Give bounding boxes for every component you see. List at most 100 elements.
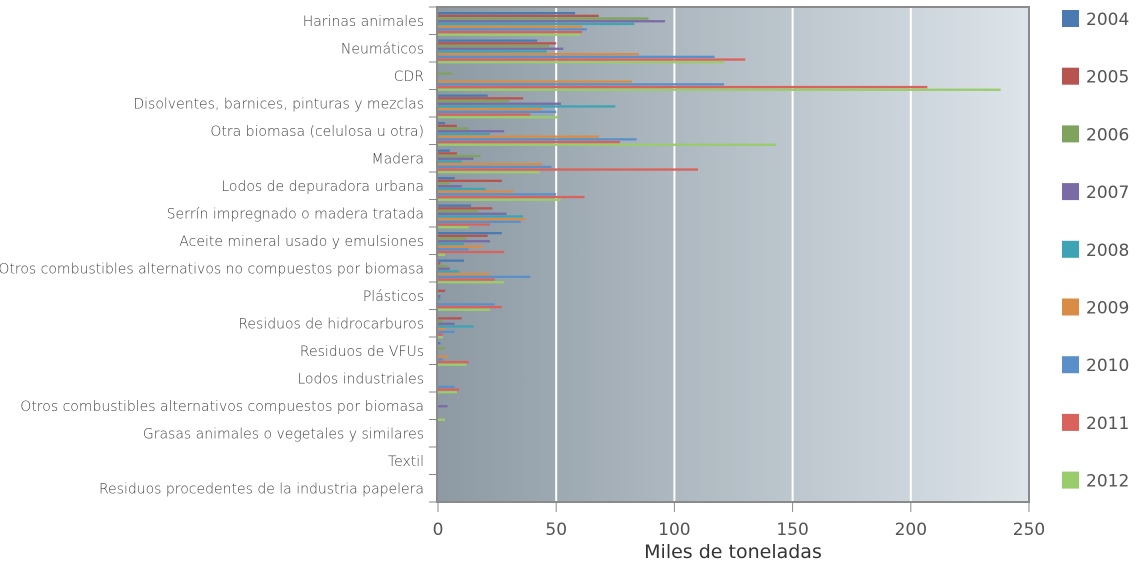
category-label-13: Lodos industriales xyxy=(297,372,424,388)
bar-2012-8 xyxy=(438,253,446,256)
bar-2004-6 xyxy=(438,177,455,180)
bar-2009-6 xyxy=(438,190,514,193)
bar-2009-1 xyxy=(438,53,639,56)
bar-2005-11 xyxy=(438,317,462,320)
category-ticks xyxy=(429,6,437,503)
category-label-0: Harinas animales xyxy=(303,14,424,30)
bar-2010-3 xyxy=(438,110,557,113)
bar-2006-6 xyxy=(438,182,450,185)
bar-2004-0 xyxy=(438,12,576,15)
legend-label-2004: 2004 xyxy=(1086,10,1129,30)
bar-2008-3 xyxy=(438,105,616,108)
bar-2010-5 xyxy=(438,165,552,168)
category-label-8: Aceite mineral usado y emulsiones xyxy=(179,234,424,250)
bar-2012-5 xyxy=(438,171,540,174)
bar-2011-13 xyxy=(438,388,460,391)
bar-2006-7 xyxy=(438,209,479,213)
bar-2008-10 xyxy=(438,297,441,301)
bar-2004-8 xyxy=(438,232,502,235)
bar-2010-7 xyxy=(438,220,521,223)
category-label-3: Disolventes, barnices, pinturas y mezcla… xyxy=(133,97,424,113)
bar-2006-11 xyxy=(438,319,443,323)
bar-2007-3 xyxy=(438,102,561,105)
category-label-9: Otros combustibles alternativos no compu… xyxy=(0,262,424,278)
bar-2010-6 xyxy=(438,193,557,196)
bar-2010-12 xyxy=(438,358,443,361)
bar-2010-9 xyxy=(438,275,531,278)
bar-2006-12 xyxy=(438,347,446,350)
legend-swatch-2007 xyxy=(1062,183,1079,201)
bar-2010-11 xyxy=(438,330,455,333)
legend-label-2009: 2009 xyxy=(1086,299,1129,319)
x-axis-title: Miles de toneladas xyxy=(644,541,822,563)
bar-2010-2 xyxy=(438,83,725,86)
x-tick-label-150: 150 xyxy=(776,520,808,540)
bar-2006-4 xyxy=(438,127,469,130)
bar-2007-7 xyxy=(438,212,507,215)
bar-2011-6 xyxy=(438,195,585,199)
bar-2007-6 xyxy=(438,185,462,188)
bar-2011-0 xyxy=(438,30,583,34)
bar-2011-2 xyxy=(438,85,928,89)
bar-2012-3 xyxy=(438,116,559,119)
bar-2007-8 xyxy=(438,240,491,243)
category-label-12: Residuos de VFUs xyxy=(300,344,424,360)
category-label-5: Madera xyxy=(372,152,425,168)
bar-2011-5 xyxy=(438,168,699,171)
bar-2004-4 xyxy=(438,122,446,125)
bar-2009-7 xyxy=(438,218,526,221)
bar-2012-14 xyxy=(438,418,446,421)
bar-2005-1 xyxy=(438,42,557,45)
category-label-4: Otra biomasa (celulosa u otra) xyxy=(210,124,424,140)
category-label-11: Residuos de hidrocarburos xyxy=(238,317,424,333)
bar-2007-5 xyxy=(438,157,474,160)
legend-swatch-2004 xyxy=(1062,10,1079,27)
legend-swatch-2011 xyxy=(1062,413,1079,431)
bar-2012-12 xyxy=(438,363,467,366)
bar-2012-13 xyxy=(438,391,457,394)
bar-2004-3 xyxy=(438,94,488,97)
legend-swatch-2005 xyxy=(1062,67,1079,85)
bar-2011-4 xyxy=(438,140,621,144)
bar-2012-1 xyxy=(438,61,725,64)
bar-2007-14 xyxy=(438,405,448,408)
bar-2005-5 xyxy=(438,152,457,155)
bar-2011-11 xyxy=(438,333,443,336)
bar-2010-10 xyxy=(438,303,495,306)
bar-2009-9 xyxy=(438,273,491,276)
bar-2007-1 xyxy=(438,47,564,50)
legend-swatch-2009 xyxy=(1062,298,1079,316)
bar-2010-0 xyxy=(438,28,587,31)
category-label-14: Otros combustibles alternativos compuest… xyxy=(20,399,424,415)
bar-2010-4 xyxy=(438,138,637,141)
bar-2006-3 xyxy=(438,99,509,103)
bar-2009-8 xyxy=(438,245,483,248)
legend-label-2011: 2011 xyxy=(1086,414,1129,434)
x-tick-label-200: 200 xyxy=(895,520,927,540)
bar-2007-10 xyxy=(438,295,441,298)
bar-2011-7 xyxy=(438,223,491,226)
bar-2008-1 xyxy=(438,50,547,53)
bar-2010-8 xyxy=(438,248,469,251)
legend-label-2012: 2012 xyxy=(1086,472,1129,492)
bar-2008-11 xyxy=(438,325,474,328)
bar-2009-0 xyxy=(438,25,583,28)
bar-2008-9 xyxy=(438,270,460,273)
category-label-7: Serrín impregnado o madera tratada xyxy=(167,207,424,223)
bar-2005-0 xyxy=(438,14,599,17)
bar-2004-5 xyxy=(438,149,450,152)
x-tick-label-100: 100 xyxy=(658,520,690,540)
bar-2005-8 xyxy=(438,234,488,237)
bar-2008-0 xyxy=(438,22,635,26)
bar-2007-0 xyxy=(438,20,665,23)
bar-2004-9 xyxy=(438,259,465,262)
bar-2005-6 xyxy=(438,179,502,182)
bar-2012-4 xyxy=(438,143,777,146)
bar-2005-3 xyxy=(438,97,524,100)
bar-2007-11 xyxy=(438,322,455,325)
bar-2008-7 xyxy=(438,215,524,218)
bar-2011-8 xyxy=(438,250,505,254)
bar-2005-7 xyxy=(438,207,493,210)
bar-2008-6 xyxy=(438,187,486,191)
